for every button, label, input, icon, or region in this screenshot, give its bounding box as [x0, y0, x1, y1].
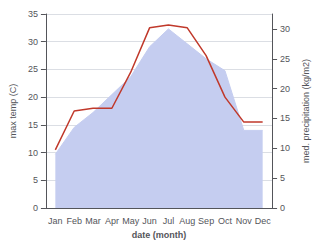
svg-text:30: 30: [28, 37, 38, 47]
svg-text:10: 10: [280, 143, 290, 153]
svg-text:Feb: Feb: [66, 216, 82, 226]
svg-text:5: 5: [33, 175, 38, 185]
svg-text:Jun: Jun: [142, 216, 157, 226]
svg-text:25: 25: [280, 54, 290, 64]
svg-text:May: May: [122, 216, 140, 226]
svg-text:10: 10: [28, 148, 38, 158]
svg-text:Oct: Oct: [218, 216, 233, 226]
svg-text:med. precipitation (kg/m2): med. precipitation (kg/m2): [301, 59, 311, 163]
svg-text:Jul: Jul: [163, 216, 175, 226]
svg-text:Nov: Nov: [236, 216, 253, 226]
svg-text:20: 20: [280, 84, 290, 94]
svg-text:max temp (C): max temp (C): [8, 84, 18, 139]
svg-text:25: 25: [28, 64, 38, 74]
svg-text:15: 15: [280, 113, 290, 123]
svg-text:0: 0: [33, 203, 38, 213]
svg-text:Jan: Jan: [48, 216, 63, 226]
svg-text:Sep: Sep: [198, 216, 214, 226]
svg-text:20: 20: [28, 92, 38, 102]
svg-text:Aug: Aug: [179, 216, 195, 226]
svg-text:30: 30: [280, 24, 290, 34]
svg-text:5: 5: [280, 173, 285, 183]
svg-text:0: 0: [280, 203, 285, 213]
svg-text:Apr: Apr: [105, 216, 119, 226]
svg-text:35: 35: [28, 9, 38, 19]
svg-text:15: 15: [28, 120, 38, 130]
svg-text:Mar: Mar: [85, 216, 101, 226]
svg-text:Dec: Dec: [255, 216, 272, 226]
svg-text:date (month): date (month): [132, 230, 187, 240]
